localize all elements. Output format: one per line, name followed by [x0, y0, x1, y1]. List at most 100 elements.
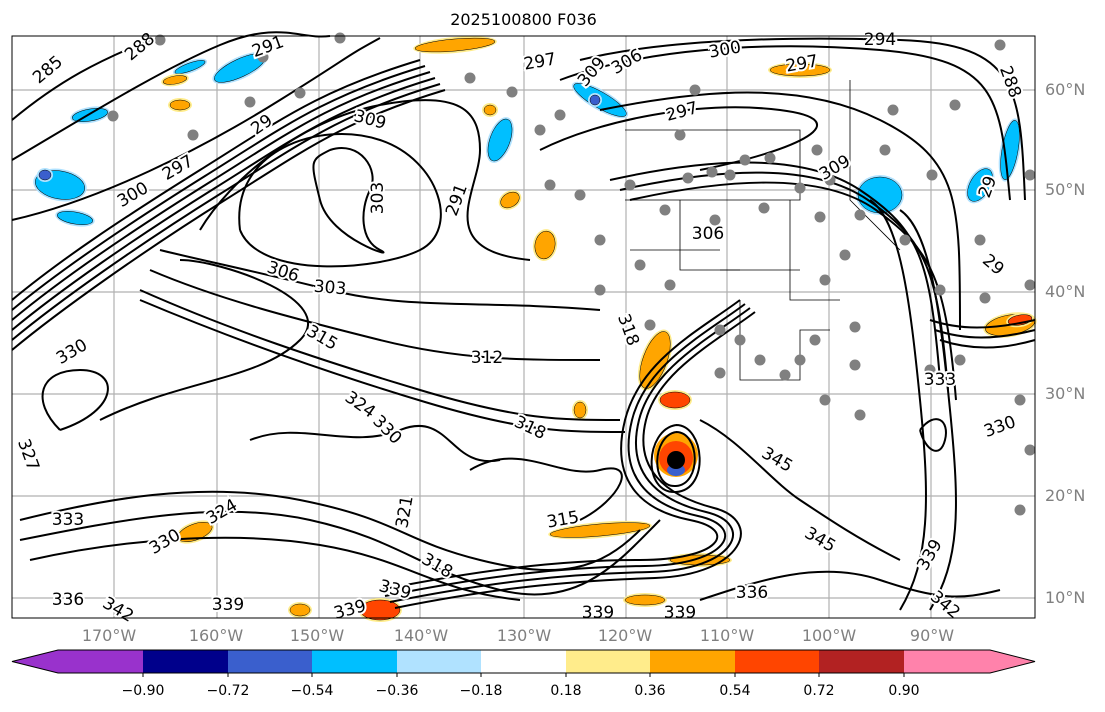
station-dot [819, 274, 831, 286]
border-line [625, 129, 801, 201]
latitude-label: 20°N [1045, 486, 1086, 505]
contour-line [629, 181, 957, 401]
longitude-label: 120°W [597, 626, 653, 645]
station-dot [554, 109, 566, 121]
shaded-region [549, 522, 651, 538]
station-dot [714, 324, 726, 336]
contour-line [559, 45, 1011, 201]
station-dot [664, 279, 676, 291]
shaded-region [414, 37, 496, 53]
contour-line [11, 71, 431, 321]
contour-line [249, 424, 501, 463]
shaded-region [500, 191, 520, 209]
station-dot [464, 72, 476, 84]
contour-line [139, 289, 621, 421]
contour-label: 330 [146, 525, 184, 559]
contour-line [609, 161, 941, 381]
contour-line [939, 339, 1036, 349]
contour-label: 288 [995, 63, 1025, 100]
longitude-label: 140°W [393, 626, 449, 645]
shaded-region [534, 230, 556, 260]
contour-line [19, 490, 641, 571]
colorbar-tick-label: −0.72 [206, 683, 250, 699]
station-dot [819, 394, 831, 406]
colorbar-segment [397, 650, 481, 673]
station-dot [994, 39, 1006, 51]
station-dot [1024, 169, 1036, 181]
colorbar-tick-label: 0.54 [719, 683, 751, 699]
contour-label: 303 [313, 277, 347, 300]
station-dot [544, 179, 556, 191]
contour-label: 288 [121, 29, 159, 65]
colorbar-extend-max [904, 650, 1035, 673]
shaded-field [33, 36, 1037, 622]
contour-lines [11, 31, 1036, 611]
contour-line [389, 307, 751, 603]
contour-label: 297 [522, 49, 557, 74]
latitude-label: 30°N [1045, 384, 1086, 403]
shaded-region [483, 104, 497, 116]
contour-label: 345 [801, 523, 839, 557]
station-dot [887, 104, 899, 116]
shaded-region [38, 169, 52, 181]
contour-line [139, 299, 626, 433]
shaded-region [624, 594, 666, 606]
station-dot [979, 292, 991, 304]
shaded-region [967, 168, 993, 202]
border-line [789, 200, 840, 301]
contour-line [11, 59, 421, 301]
station-dot [594, 234, 606, 246]
contour-line [869, 199, 927, 611]
contour-line [599, 91, 961, 331]
station-dot [644, 319, 656, 331]
colorbar-segment [566, 650, 650, 673]
contour-line [159, 249, 601, 311]
contour-label: 339 [664, 603, 696, 623]
contour-label: 345 [758, 443, 796, 477]
station-dot [244, 96, 256, 108]
station-dot [506, 86, 518, 98]
station-dot [758, 202, 770, 214]
shaded-region [177, 522, 213, 542]
station-dot [734, 334, 746, 346]
station-dot [714, 367, 726, 379]
contour-line [11, 77, 436, 331]
contour-line [929, 319, 1036, 329]
station-dot [854, 209, 866, 221]
contour-line [312, 147, 385, 254]
contour-line [199, 99, 531, 261]
contour-line [899, 209, 957, 611]
station-dot [794, 182, 806, 194]
hurricane-eye [667, 451, 685, 469]
contour-line [11, 65, 426, 311]
station-dot [1014, 394, 1026, 406]
border-line [739, 300, 830, 381]
colorbar-tick-label: 0.72 [803, 683, 835, 699]
contour-label: 309 [352, 106, 389, 134]
colorbar-tick-label: −0.90 [121, 683, 165, 699]
longitude-label: 130°W [496, 626, 552, 645]
contour-label: 330 [368, 411, 405, 448]
longitude-label: 150°W [289, 626, 345, 645]
station-dot [899, 234, 911, 246]
station-dot [294, 87, 306, 99]
station-dot [854, 409, 866, 421]
shaded-region [659, 391, 691, 409]
contour-label: 29 [978, 250, 1007, 279]
station-dot [814, 211, 826, 223]
station-dot [334, 32, 346, 44]
contour-line [41, 368, 109, 431]
colorbar-segment [481, 650, 566, 673]
contour-label: 336 [736, 583, 768, 603]
station-dot [594, 284, 606, 296]
shaded-region [56, 211, 94, 225]
contour-line [699, 419, 901, 561]
shaded-region [573, 401, 587, 419]
shaded-region [162, 75, 188, 85]
station-dot [879, 144, 891, 156]
contour-label: 333 [52, 510, 84, 530]
longitude-label: 170°W [81, 626, 137, 645]
station-dot [811, 144, 823, 156]
colorbar-tick-label: 0.36 [634, 683, 666, 699]
